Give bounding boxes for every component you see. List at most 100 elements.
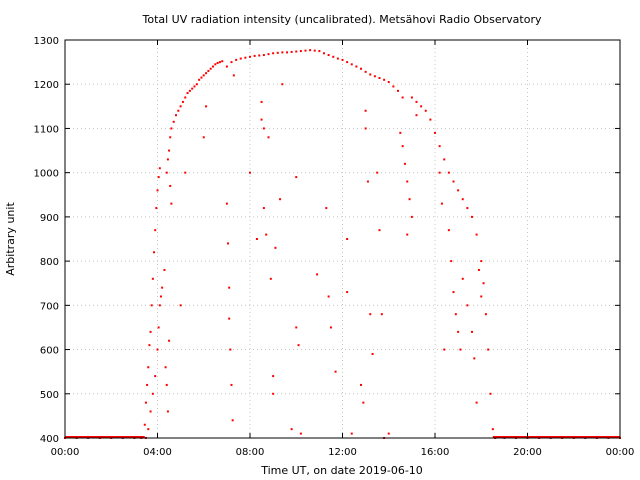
- data-point: [177, 109, 180, 112]
- data-point: [147, 428, 150, 431]
- data-point: [195, 83, 198, 86]
- data-point: [209, 67, 212, 70]
- data-point: [452, 291, 455, 294]
- data-point: [350, 432, 353, 435]
- data-point: [184, 96, 187, 99]
- data-point: [166, 158, 169, 161]
- data-point: [230, 61, 233, 64]
- data-point: [346, 291, 349, 294]
- data-point: [156, 189, 159, 192]
- data-point: [168, 339, 171, 342]
- data-point: [260, 118, 263, 121]
- data-point: [410, 215, 413, 218]
- data-point: [327, 295, 330, 298]
- y-tick-label: 600: [40, 346, 59, 357]
- data-point: [258, 54, 261, 57]
- data-point: [235, 58, 238, 61]
- data-point: [399, 131, 402, 134]
- data-point: [239, 57, 242, 60]
- data-point: [249, 171, 251, 174]
- data-point: [281, 51, 284, 54]
- data-point: [415, 100, 418, 103]
- data-point: [225, 65, 228, 68]
- data-point: [295, 50, 298, 53]
- data-point: [151, 277, 154, 280]
- y-tick-label: 800: [40, 257, 59, 268]
- data-point: [471, 215, 473, 218]
- data-point: [212, 65, 214, 68]
- y-tick-label: 1100: [34, 124, 59, 135]
- data-point: [327, 54, 330, 57]
- data-point: [332, 55, 335, 58]
- data-point: [475, 233, 478, 236]
- data-point: [489, 392, 492, 395]
- data-point: [309, 49, 312, 52]
- data-point: [378, 77, 381, 80]
- data-point: [487, 348, 490, 351]
- data-point: [452, 180, 455, 183]
- data-point: [415, 114, 418, 117]
- data-point: [290, 428, 293, 431]
- data-point: [459, 348, 462, 351]
- data-point: [230, 383, 233, 386]
- data-point: [429, 118, 432, 121]
- x-tick-label: 04:00: [143, 447, 172, 458]
- data-point: [473, 357, 476, 360]
- x-tick-label: 00:00: [606, 447, 635, 458]
- data-point: [401, 96, 404, 99]
- data-point: [406, 233, 409, 236]
- data-point: [198, 78, 201, 81]
- data-point: [286, 51, 288, 54]
- data-point: [155, 207, 158, 210]
- data-point: [325, 207, 328, 210]
- data-point: [249, 55, 251, 58]
- axis-ticks: 400 500 600 700 800 900 1000 1100 1200 1300 00:00 0…: [34, 36, 635, 458]
- data-point: [193, 85, 196, 88]
- data-point: [272, 52, 275, 55]
- data-point: [397, 89, 399, 92]
- data-point: [216, 61, 219, 64]
- data-point: [151, 392, 154, 395]
- data-point: [387, 81, 390, 84]
- data-point: [443, 158, 446, 161]
- data-point: [262, 54, 265, 57]
- data-point: [447, 171, 450, 174]
- data-point: [148, 344, 151, 347]
- data-point: [383, 78, 386, 81]
- grid-lines: [65, 40, 620, 438]
- data-point: [450, 260, 453, 263]
- data-point: [161, 286, 164, 289]
- data-point: [232, 74, 235, 77]
- data-point: [166, 410, 169, 413]
- data-point: [443, 348, 446, 351]
- data-point: [380, 313, 383, 316]
- x-tick-label: 08:00: [236, 447, 265, 458]
- data-point: [369, 73, 372, 76]
- data-point: [438, 145, 441, 148]
- data-point: [366, 180, 369, 183]
- data-point: [482, 282, 485, 285]
- data-point: [147, 366, 150, 369]
- data-point: [202, 74, 205, 77]
- data-point: [360, 67, 362, 70]
- data-point: [403, 162, 406, 165]
- data-point: [157, 176, 160, 179]
- data-point: [154, 229, 157, 232]
- data-point: [207, 69, 210, 72]
- data-point: [244, 56, 247, 59]
- data-point: [228, 317, 231, 320]
- data-point: [350, 63, 353, 66]
- data-point: [346, 61, 349, 64]
- data-point: [475, 401, 478, 404]
- plot-frame: [64, 39, 621, 439]
- data-point: [149, 330, 152, 333]
- data-point: [165, 171, 168, 174]
- data-point: [424, 109, 427, 112]
- data-point: [276, 51, 279, 54]
- x-tick-label: 12:00: [328, 447, 357, 458]
- data-point: [156, 348, 159, 351]
- data-point: [461, 198, 464, 201]
- data-point: [480, 260, 483, 263]
- y-axis-label: Arbitrary unit: [4, 202, 17, 276]
